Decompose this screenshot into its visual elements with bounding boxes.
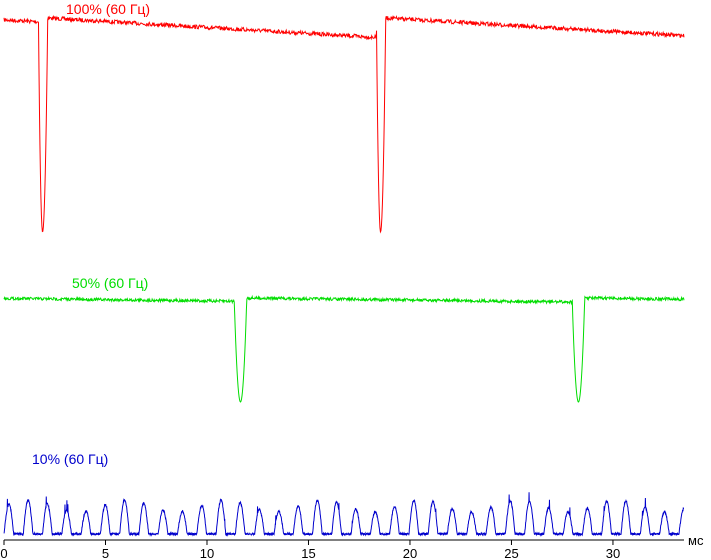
x-tick-label: 25 bbox=[504, 546, 518, 560]
x-axis-ticks: 0 5 10 15 20 25 30 bbox=[0, 540, 620, 560]
x-tick-label: 20 bbox=[403, 546, 417, 560]
x-axis-unit: мс bbox=[688, 533, 704, 548]
series-line-100 bbox=[3, 14, 685, 234]
series-label-50: 50% (60 Гц) bbox=[72, 275, 148, 291]
series-label-10: 10% (60 Гц) bbox=[32, 451, 108, 467]
x-tick-label: 15 bbox=[301, 546, 315, 560]
series-line-10 bbox=[3, 492, 685, 537]
x-tick-label: 10 bbox=[200, 546, 214, 560]
x-tick-label: 0 bbox=[0, 546, 7, 560]
series-layer bbox=[3, 14, 685, 537]
x-tick-label: 5 bbox=[102, 546, 109, 560]
x-tick-label: 30 bbox=[606, 546, 620, 560]
series-label-100: 100% (60 Гц) bbox=[66, 1, 150, 17]
series-line-50 bbox=[3, 294, 685, 403]
